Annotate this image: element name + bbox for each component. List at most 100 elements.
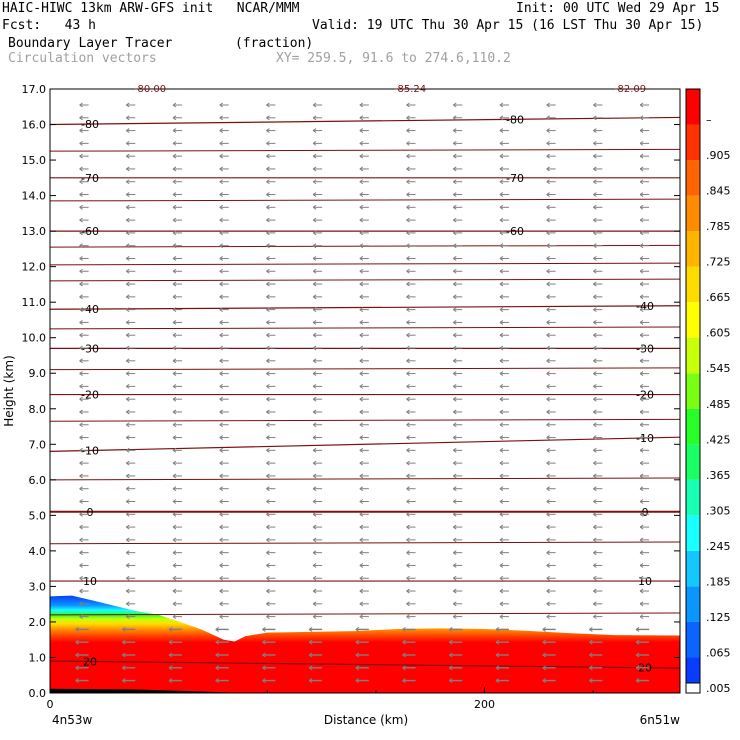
- wind-arrowhead: [172, 409, 177, 415]
- colorbar-label: .305: [706, 504, 731, 517]
- wind-arrowhead: [359, 256, 364, 261]
- wind-arrowhead: [406, 153, 410, 159]
- wind-arrowhead: [499, 128, 504, 133]
- colorbar-label: .605: [706, 327, 731, 340]
- wind-arrowhead: [312, 537, 317, 543]
- colorbar-label: .005: [706, 682, 731, 695]
- wind-arrowhead: [308, 639, 313, 645]
- wind-arrowhead: [359, 268, 364, 274]
- wind-arrowhead: [499, 614, 504, 620]
- wind-arrowhead: [312, 524, 317, 530]
- wind-arrowhead: [593, 435, 597, 440]
- wind-arrowhead: [452, 396, 457, 402]
- wind-arrowhead: [172, 371, 177, 377]
- isotherm-line: [49, 541, 681, 545]
- wind-arrowhead: [219, 383, 223, 389]
- wind-arrowhead: [79, 371, 83, 377]
- wind-arrowhead: [79, 294, 83, 300]
- wind-arrowhead: [359, 383, 364, 389]
- wind-arrowhead: [495, 678, 500, 683]
- init-time: Init: 00 UTC Wed 29 Apr 15: [516, 1, 720, 16]
- x-left-endpoint-label: 4n53w: [52, 713, 93, 727]
- wind-arrowhead: [593, 588, 597, 594]
- isotherm-label: -80: [506, 113, 524, 126]
- wind-arrowhead: [452, 371, 457, 377]
- wind-arrowhead: [266, 281, 270, 287]
- wind-arrowhead: [406, 575, 410, 581]
- wind-arrowhead: [172, 217, 177, 223]
- wind-arrowhead: [172, 601, 177, 607]
- wind-arrowhead: [546, 563, 550, 568]
- wind-arrowhead: [79, 243, 83, 249]
- wind-arrowhead: [589, 652, 593, 658]
- wind-arrowhead: [359, 358, 364, 364]
- wind-arrowhead: [168, 626, 173, 632]
- wind-arrowhead: [262, 678, 266, 683]
- wind-arrowhead: [122, 626, 126, 632]
- wind-arrowhead: [79, 166, 83, 172]
- wind-arrowhead: [499, 550, 504, 556]
- wind-arrowhead: [172, 524, 177, 530]
- wind-arrowhead: [452, 281, 457, 287]
- y-tick-label: 4.0: [29, 545, 47, 558]
- wind-arrowhead: [126, 294, 130, 300]
- wind-arrowhead: [79, 192, 83, 197]
- wind-arrowhead: [359, 486, 364, 492]
- wind-arrowhead: [499, 435, 504, 440]
- wind-arrowhead: [219, 537, 223, 543]
- y-tick-label: 16.0: [22, 119, 47, 132]
- wind-arrowhead: [219, 294, 223, 300]
- wind-arrowhead: [126, 128, 130, 133]
- wind-arrowhead: [593, 320, 597, 325]
- wind-arrowhead: [593, 601, 597, 607]
- wind-arrowhead: [79, 128, 83, 133]
- wind-arrowhead: [359, 243, 364, 249]
- wind-arrowhead: [172, 396, 177, 402]
- wind-arrowhead: [359, 435, 364, 440]
- wind-arrowhead: [219, 115, 223, 121]
- wind-arrowhead: [219, 102, 223, 108]
- wind-arrowhead: [406, 524, 410, 530]
- isotherm-line: [49, 367, 681, 371]
- wind-arrowhead: [452, 128, 457, 133]
- wind-arrowhead: [355, 652, 360, 658]
- wind-arrowhead: [639, 511, 644, 517]
- wind-arrowhead: [172, 153, 177, 159]
- wind-arrowhead: [266, 550, 270, 556]
- wind-arrowhead: [639, 383, 644, 389]
- wind-arrowhead: [593, 268, 597, 274]
- wind-arrowhead: [359, 332, 364, 338]
- wind-arrowhead: [312, 281, 317, 287]
- wind-arrowhead: [452, 332, 457, 338]
- colorbar-label: .065: [706, 646, 731, 659]
- wind-arrowhead: [172, 256, 177, 261]
- wind-arrowhead: [499, 447, 504, 453]
- wind-arrowhead: [402, 626, 406, 632]
- wind-arrowhead: [266, 537, 270, 543]
- wind-arrowhead: [593, 473, 597, 479]
- isotherm-line: [49, 660, 681, 669]
- wind-arrowhead: [172, 447, 177, 453]
- wind-arrowhead: [402, 652, 406, 658]
- colorbar-swatch: [686, 195, 700, 232]
- wind-arrowhead: [79, 204, 83, 210]
- wind-arrowhead: [639, 473, 644, 479]
- wind-arrowhead: [79, 230, 83, 236]
- isotherm-line: [49, 262, 681, 266]
- wind-arrowhead: [126, 550, 130, 556]
- wind-arrowhead: [266, 499, 270, 504]
- isotherm-line: [49, 278, 681, 282]
- wind-arrowhead: [312, 345, 317, 351]
- wind-arrowhead: [79, 447, 83, 453]
- wind-arrowhead: [219, 409, 223, 415]
- wind-arrowhead: [126, 409, 130, 415]
- wind-arrowhead: [546, 217, 550, 223]
- y-tick-label: 14.0: [22, 190, 47, 203]
- terrain: [50, 688, 246, 693]
- wind-arrowhead: [359, 307, 364, 313]
- wind-arrowhead: [546, 473, 550, 479]
- wind-arrowhead: [262, 626, 266, 632]
- wind-arrowhead: [312, 320, 317, 325]
- wind-arrowhead: [219, 588, 223, 594]
- wind-arrowhead: [546, 102, 550, 108]
